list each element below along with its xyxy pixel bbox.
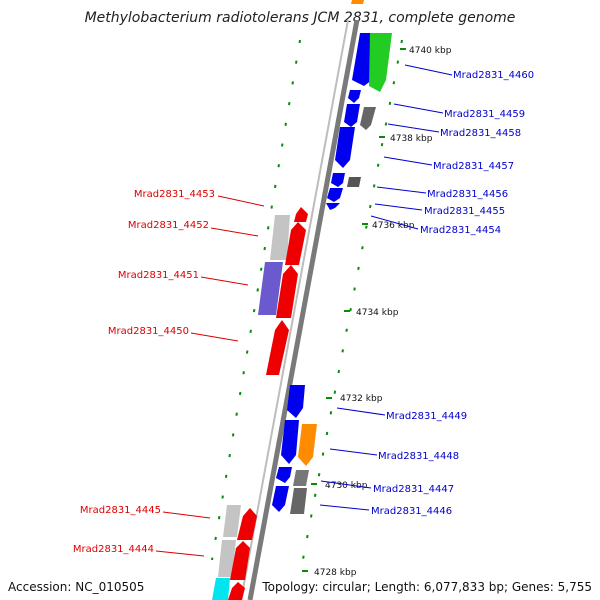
gene-arrow-4461-fragment[interactable]: [351, 0, 364, 4]
kbp-label: 4728 kbp: [314, 568, 357, 578]
gene-label[interactable]: Mrad2831_4445: [80, 505, 161, 516]
gene-arrow-4452-b[interactable]: [285, 222, 306, 265]
leader-line: [336, 407, 386, 416]
leader-line: [370, 215, 419, 230]
reverse-gene-label-text: Mrad2831_4453 Mrad2831_4452 Mrad2831_445…: [73, 189, 215, 555]
gene-arrow-4457[interactable]: [335, 127, 355, 168]
gene-arrow-4448-b[interactable]: [298, 424, 317, 466]
leader-line: [329, 448, 378, 456]
gene-arrow-4456-b[interactable]: [347, 177, 361, 187]
gene-label[interactable]: Mrad2831_4451: [118, 270, 199, 281]
gene-arrow-4451-b[interactable]: [276, 265, 298, 318]
gene-arrow-4456-a[interactable]: [331, 173, 345, 187]
gene-label[interactable]: Mrad2831_4449: [386, 411, 467, 422]
forward-gene-label-text: Mrad2831_4460 Mrad2831_4459 Mrad2831_445…: [371, 70, 534, 517]
gene-arrow-4445-a[interactable]: [223, 505, 241, 537]
gene-arrow-4446-b[interactable]: [290, 488, 307, 514]
kbp-label: 4740 kbp: [409, 46, 452, 56]
gene-arrow-4460-b[interactable]: [369, 33, 392, 92]
gene-arrow-4455[interactable]: [327, 188, 343, 202]
leader-line: [190, 332, 239, 342]
backbone: [240, 19, 360, 600]
gene-arrow-4450[interactable]: [266, 320, 289, 375]
gene-label[interactable]: Mrad2831_4446: [371, 506, 452, 517]
gene-arrow-4447-b[interactable]: [293, 470, 309, 486]
gene-label[interactable]: Mrad2831_4459: [444, 109, 525, 120]
gene-arrow-4444-a[interactable]: [218, 540, 236, 577]
gene-arrow-4454[interactable]: [326, 203, 340, 210]
gene-label[interactable]: Mrad2831_4455: [424, 206, 505, 217]
kbp-label: 4730 kbp: [325, 481, 368, 491]
forward-strand-genes: [272, 0, 392, 514]
backbone-line-outer: [247, 19, 360, 600]
kbp-label: 4732 kbp: [340, 394, 383, 404]
gene-arrow-4449[interactable]: [287, 385, 305, 418]
leader-line: [387, 123, 440, 133]
gene-arrow-4448-a[interactable]: [281, 420, 299, 464]
gene-label[interactable]: Mrad2831_4448: [378, 451, 459, 462]
backbone-line-inner: [240, 19, 349, 600]
gene-label[interactable]: Mrad2831_4450: [108, 326, 189, 337]
map-title: Methylobacterium radiotolerans JCM 2831,…: [84, 10, 516, 26]
gene-arrow-4452-a[interactable]: [270, 215, 290, 260]
kbp-markers: 4740 kbp 4738 kbp 4736 kbp 4734 kbp 4732…: [302, 46, 452, 578]
gene-arrow-4447-a[interactable]: [276, 467, 292, 483]
leader-line: [383, 156, 433, 166]
gene-label[interactable]: Mrad2831_4447: [373, 484, 454, 495]
accession-text: Accession: NC_010505: [8, 580, 145, 594]
gene-label[interactable]: Mrad2831_4458: [440, 128, 521, 139]
gene-label[interactable]: Mrad2831_4460: [453, 70, 534, 81]
reverse-strand-genes: [212, 207, 308, 600]
leader-line: [376, 186, 427, 194]
gene-label[interactable]: Mrad2831_4457: [433, 161, 514, 172]
leader-line: [162, 511, 211, 519]
leader-line: [217, 195, 265, 207]
leader-line: [319, 504, 370, 511]
gene-arrow-4453[interactable]: [294, 207, 308, 222]
gene-arrow-4444-b[interactable]: [230, 541, 250, 580]
kbp-label: 4734 kbp: [356, 308, 399, 318]
gene-arrow-4458-b[interactable]: [360, 107, 376, 130]
gene-arrow-4459[interactable]: [348, 90, 361, 103]
leader-line: [210, 227, 259, 237]
gene-label[interactable]: Mrad2831_4454: [420, 225, 501, 236]
reverse-gene-labels: [155, 195, 265, 557]
gene-label[interactable]: Mrad2831_4452: [128, 220, 209, 231]
genome-summary-text: Topology: circular; Length: 6,077,833 bp…: [262, 580, 592, 594]
gene-label[interactable]: Mrad2831_4453: [134, 189, 215, 200]
leader-line: [155, 550, 205, 557]
leader-line: [393, 103, 444, 114]
leader-line: [374, 203, 423, 211]
kbp-label: 4738 kbp: [390, 134, 433, 144]
gene-arrow-4443-a[interactable]: [212, 578, 230, 600]
gene-label[interactable]: Mrad2831_4444: [73, 544, 154, 555]
leader-line: [404, 64, 453, 76]
forward-gene-labels: [319, 64, 453, 511]
gene-arrow-4443-b[interactable]: [228, 582, 245, 600]
kbp-label: 4736 kbp: [372, 221, 415, 231]
gene-arrow-4458-a[interactable]: [344, 104, 360, 127]
gene-label[interactable]: Mrad2831_4456: [427, 189, 508, 200]
gene-arrow-4451-a[interactable]: [258, 262, 283, 315]
leader-line: [320, 480, 372, 489]
leader-line: [200, 276, 249, 286]
gene-arrow-4445-b[interactable]: [237, 508, 257, 540]
gene-arrow-4446-a[interactable]: [272, 486, 289, 512]
